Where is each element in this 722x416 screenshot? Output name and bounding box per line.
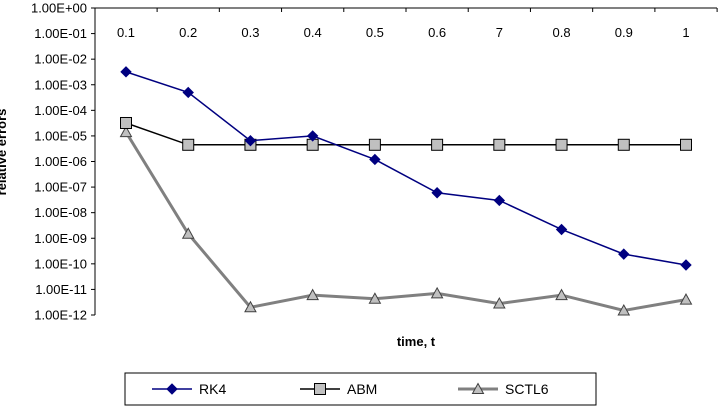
x-tick-label: 0.2 [179,25,197,40]
x-tick-label: 0.6 [428,25,446,40]
rk4-point [166,383,178,395]
rk4-point [555,223,568,236]
abm-point [120,116,132,129]
abm-point [314,383,326,395]
rk4-point [182,86,194,99]
rk4-point [493,194,506,207]
abm-point [680,138,692,151]
abm-line [125,122,686,146]
abm-point [368,138,381,151]
y-tick-label: 1.00E-04 [34,103,87,118]
legend-label: SCTL6 [505,381,549,397]
sctl6-line [124,131,687,313]
rk4-point [306,130,319,142]
legend: RK4 ABM SCTL6 [124,372,597,406]
sctl6-point [492,297,506,309]
sctl6-point [119,125,133,138]
x-tick-label: 0.4 [304,25,322,40]
x-tick-label: 0.5 [366,25,384,40]
rk4-point [431,187,443,199]
x-tick-label: 1 [682,25,689,40]
abm-point [555,138,568,151]
x-tick-label: 0.3 [241,25,259,40]
y-tick-label: 1.00E-07 [34,180,87,195]
rk4-point [618,248,630,260]
sctl6-point [368,292,382,304]
series-abm [120,116,692,151]
x-tick-label: 7 [496,25,503,40]
abm-point [617,138,630,151]
abm-point [182,138,195,151]
sctl6-point [555,288,568,301]
y-tick-label: 1.00E-12 [34,308,87,323]
legend-item-sctl6: SCTL6 [458,381,549,397]
y-tick-label: 1.00E-11 [35,282,87,297]
legend-label: ABM [347,381,377,397]
rk4-point [680,259,692,271]
legend-item-abm: ABM [300,381,377,397]
x-tick-label: 0.8 [553,25,571,40]
y-tick-label: 1.00E-08 [34,205,87,220]
legend-item-rk4: RK4 [152,381,226,397]
sctl6-point [306,288,320,301]
rk4-point [244,134,257,147]
rk4-point [369,153,381,166]
y-tick-label: 1.00E-01 [34,26,87,41]
rk4-line [125,71,687,266]
sctl6-point [617,303,631,316]
y-tick-label: 1.00E-10 [34,256,87,271]
series-sctl6 [119,125,693,316]
abm-point [431,138,444,151]
legend-box [124,372,597,406]
sctl6-point [679,293,693,305]
rk4-point [120,66,132,78]
x-tick-label: 0.1 [117,25,135,40]
y-tick-label: 1.00E-03 [34,77,87,92]
x-axis-title: time, t [397,334,436,349]
series-rk4 [120,66,692,271]
sctl6-point [244,300,257,313]
legend-label: RK4 [199,381,226,397]
sctl6-point [471,382,485,394]
sctl6-point [430,286,444,299]
abm-point [493,138,506,151]
y-tick-label: 1.00E-06 [34,154,87,169]
y-tick-label: 1.00E-05 [34,128,87,143]
y-tick-label: 1.00E+00 [31,1,87,16]
y-tick-label: 1.00E-09 [34,231,87,246]
x-tick-label: 0.9 [615,25,633,40]
y-tick-label: 1.00E-02 [34,52,87,67]
sctl6-point [181,227,195,239]
y-axis-title: relative errors [0,109,9,196]
